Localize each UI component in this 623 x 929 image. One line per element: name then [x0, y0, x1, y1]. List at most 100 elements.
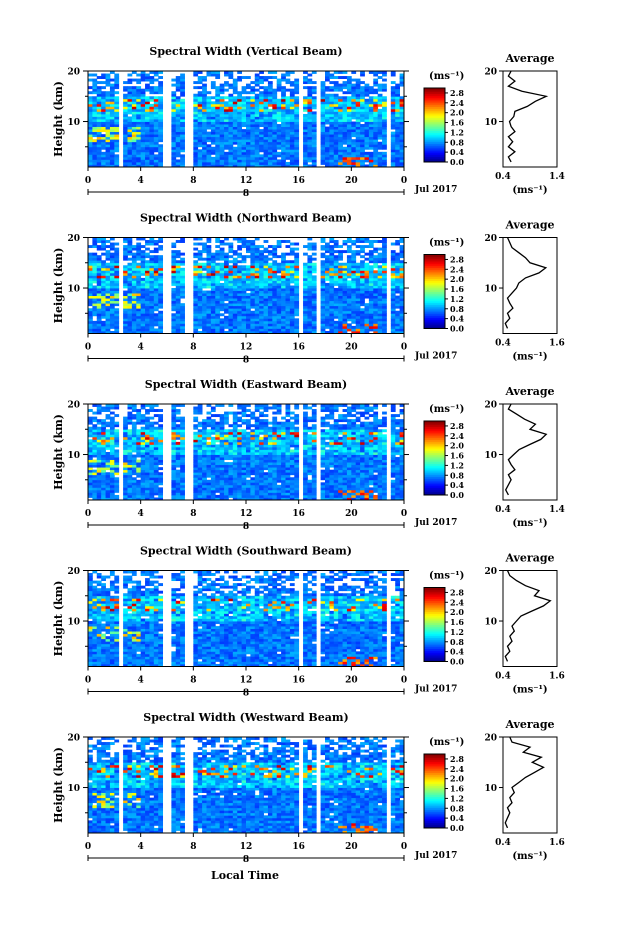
- y-tick-label: 10: [67, 285, 80, 295]
- heatmap-cell: [267, 136, 273, 140]
- heatmap-cell: [382, 78, 387, 82]
- heatmap-cell: [96, 494, 102, 498]
- heatmap-cell: [145, 313, 150, 317]
- heatmap-cell: [153, 270, 159, 274]
- heatmap-cell: [329, 303, 335, 307]
- heatmap-cell: [153, 300, 159, 304]
- heatmap-cell: [136, 419, 142, 423]
- heatmap-cell: [289, 275, 295, 279]
- heatmap-cell: [140, 293, 146, 297]
- heatmap-cell: [259, 260, 264, 264]
- heatmap-cell: [109, 310, 115, 314]
- heatmap-cell: [123, 457, 128, 460]
- heatmap-cell: [237, 313, 243, 317]
- heatmap-cell: [241, 303, 247, 307]
- heatmap-cell: [338, 103, 343, 107]
- heatmap-cell: [131, 406, 137, 410]
- heatmap-cell: [145, 240, 150, 243]
- heatmap-cell: [228, 129, 234, 133]
- heatmap-cell: [342, 323, 348, 327]
- heatmap-cell: [259, 136, 264, 140]
- heatmap-cell: [149, 71, 155, 74]
- heatmap-cell: [232, 108, 238, 112]
- heatmap-cell: [158, 134, 164, 138]
- heatmap-cell: [241, 113, 247, 117]
- heatmap-cell: [136, 474, 142, 478]
- heatmap-cell: [145, 288, 150, 291]
- heatmap-cell: [241, 136, 247, 140]
- heatmap-cell: [333, 106, 339, 110]
- heatmap-cell: [175, 139, 181, 143]
- heatmap-cell: [224, 323, 229, 327]
- heatmap-cell: [272, 124, 278, 127]
- heatmap-cell: [197, 282, 203, 286]
- heatmap-cell: [254, 320, 260, 324]
- heatmap-cell: [123, 106, 128, 110]
- heatmap-cell: [123, 93, 128, 97]
- heatmap-cell: [342, 81, 348, 85]
- heatmap-cell: [382, 255, 387, 259]
- heatmap-cell: [250, 315, 256, 319]
- heatmap-cell: [303, 113, 308, 117]
- heatmap-cell: [145, 124, 150, 127]
- heatmap-cell: [145, 462, 150, 466]
- heatmap-cell: [241, 275, 247, 279]
- heatmap-cell: [276, 101, 282, 105]
- heatmap-cell: [250, 111, 256, 115]
- heatmap-cell: [206, 270, 212, 274]
- heatmap-cell: [197, 270, 203, 274]
- heatmap-cell: [193, 328, 199, 332]
- heatmap-cell: [88, 472, 93, 476]
- heatmap-cell: [307, 149, 313, 153]
- heatmap-cell: [109, 404, 115, 407]
- heatmap-cell: [197, 265, 203, 269]
- heatmap-cell: [307, 136, 313, 140]
- heatmap-cell: [320, 108, 326, 112]
- heatmap-cell: [202, 86, 207, 90]
- heatmap-cell: [202, 129, 207, 133]
- heatmap-cell: [140, 454, 146, 458]
- heatmap-cell: [193, 318, 199, 322]
- heatmap-cell: [127, 136, 133, 140]
- x-tick-label: 0: [85, 343, 91, 353]
- heatmap-cell: [224, 308, 229, 312]
- heatmap-cell: [140, 78, 146, 82]
- heatmap-cell: [382, 308, 387, 312]
- heatmap-cell: [101, 116, 106, 120]
- heatmap-cell: [127, 164, 133, 168]
- heatmap-cell: [276, 313, 282, 317]
- heatmap-cell: [140, 270, 146, 274]
- heatmap-cell: [197, 277, 203, 281]
- heatmap-cell: [145, 88, 150, 92]
- heatmap-cell: [101, 421, 106, 425]
- heatmap-cell: [338, 310, 343, 314]
- heatmap-cell: [338, 126, 343, 130]
- y-tick-label: 20: [67, 68, 80, 78]
- heatmap-cell: [197, 71, 203, 74]
- heatmap-cell: [263, 139, 269, 143]
- heatmap-cell: [228, 288, 234, 291]
- heatmap-cell: [360, 330, 365, 334]
- heatmap-cell: [285, 325, 291, 329]
- heatmap-cell: [140, 457, 146, 460]
- profile-y-tick-label: 20: [484, 234, 497, 244]
- heatmap-cell: [320, 96, 326, 100]
- heatmap-cell: [131, 119, 137, 122]
- heatmap-cell: [254, 280, 260, 284]
- heatmap-cell: [210, 267, 216, 271]
- heatmap-cell: [237, 139, 243, 143]
- heatmap-cell: [96, 247, 102, 251]
- heatmap-cell: [105, 73, 111, 77]
- heatmap-cell: [355, 270, 361, 274]
- heatmap-cells: [88, 237, 405, 334]
- heatmap-cell: [140, 257, 146, 261]
- heatmap-cell: [171, 151, 177, 155]
- heatmap-cell: [311, 146, 317, 150]
- heatmap-cell: [127, 247, 133, 251]
- colorbar-step: [424, 156, 445, 159]
- heatmap-cell: [96, 129, 102, 133]
- heatmap-cell: [338, 305, 343, 309]
- heatmap-cell: [311, 113, 317, 117]
- heatmap-cell: [281, 121, 286, 125]
- heatmap-cell: [123, 293, 128, 297]
